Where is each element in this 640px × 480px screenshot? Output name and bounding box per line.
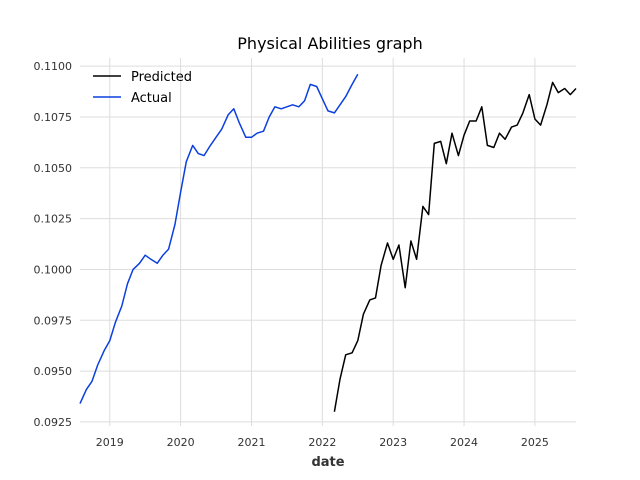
y-tick-label: 0.1100	[34, 60, 73, 73]
x-tick-labels: 2019 2020 2021 2022 2023 2024 2025	[96, 436, 549, 449]
grid-lines	[80, 58, 576, 426]
x-tick-label: 2023	[379, 436, 407, 449]
series-line-predicted	[333, 81, 577, 412]
legend: Predicted Actual	[93, 70, 192, 106]
x-tick-label: 2019	[96, 436, 124, 449]
y-tick-label: 0.0925	[34, 416, 73, 429]
x-tick-label: 2020	[167, 436, 195, 449]
x-axis-label: date	[311, 455, 344, 470]
y-tick-label: 0.1025	[34, 213, 73, 226]
y-tick-label: 0.0950	[34, 365, 73, 378]
x-tick-label: 2024	[450, 436, 478, 449]
legend-label-predicted: Predicted	[131, 70, 192, 85]
x-tick-label: 2022	[308, 436, 336, 449]
x-tick-label: 2025	[521, 436, 549, 449]
series-lines	[79, 73, 577, 412]
y-tick-label: 0.1075	[34, 111, 73, 124]
y-tick-label: 0.0975	[34, 314, 73, 327]
chart-title: Physical Abilities graph	[237, 34, 422, 53]
y-tick-label: 0.1000	[34, 263, 73, 276]
legend-label-actual: Actual	[131, 91, 172, 106]
y-tick-label: 0.1050	[34, 162, 73, 175]
y-tick-labels: 0.0925 0.0950 0.0975 0.1000 0.1025 0.1050 0.10…	[34, 60, 73, 429]
series-line-actual	[79, 73, 359, 404]
x-tick-label: 2021	[237, 436, 265, 449]
